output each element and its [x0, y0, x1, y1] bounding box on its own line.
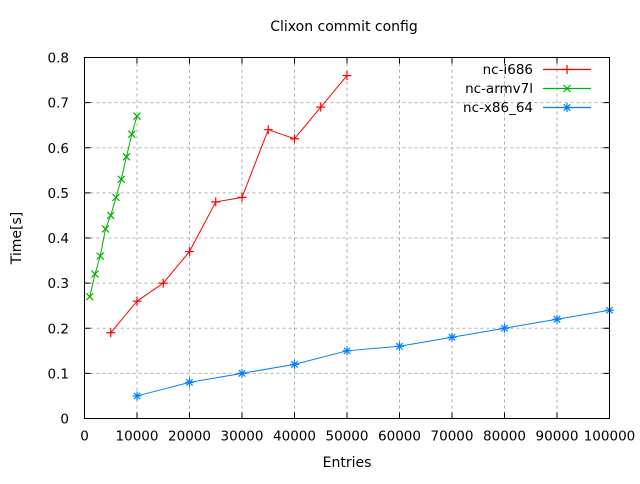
data-point-nc-x86_64-7 — [500, 323, 509, 333]
y-tick-label-0.6: 0.6 — [48, 141, 69, 157]
data-point-nc-x86_64-4 — [342, 346, 352, 356]
series-line-nc-armv7l — [89, 116, 138, 297]
data-point-nc-i686-3 — [185, 247, 194, 257]
x-axis-label: Entries — [323, 455, 372, 471]
x-tick-label-30000: 30000 — [221, 429, 264, 445]
data-point-nc-x86_64-0 — [132, 391, 142, 401]
data-point-nc-armv7l-0 — [85, 292, 94, 301]
legend-markers — [562, 65, 572, 112]
x-tick-label-100000: 100000 — [584, 429, 636, 445]
data-point-nc-i686-7 — [290, 134, 299, 144]
data-point-nc-armv7l-6 — [117, 175, 126, 184]
data-point-nc-i686-6 — [263, 125, 273, 135]
x-tick-label-0: 0 — [80, 429, 89, 445]
data-point-nc-x86_64-1 — [185, 377, 194, 387]
legend-label-nc-x86_64: nc-x86_64 — [463, 100, 533, 116]
legend-marker-nc-i686 — [562, 65, 572, 74]
data-point-nc-armv7l-5 — [112, 193, 120, 202]
axis-ticks — [84, 57, 610, 419]
y-tick-label-0.3: 0.3 — [48, 276, 69, 292]
y-tick-label-0.2: 0.2 — [48, 321, 69, 337]
data-point-nc-x86_64-3 — [290, 359, 299, 369]
y-tick-label-0.1: 0.1 — [48, 366, 69, 382]
series-line-nc-x86_64 — [136, 309, 610, 397]
legend-marker-nc-armv7l — [563, 84, 571, 93]
tick-labels: 0 10000 20000 30000 40000 50000 60000 70000 8000… — [48, 51, 636, 445]
y-tick-label-0.4: 0.4 — [48, 231, 69, 247]
data-point-nc-armv7l-3 — [101, 225, 110, 233]
legend-marker-nc-x86_64 — [562, 103, 572, 112]
data-point-nc-i686-5 — [237, 192, 247, 202]
data-point-nc-x86_64-8 — [552, 314, 562, 324]
y-tick-label-0.7: 0.7 — [48, 96, 69, 112]
data-point-nc-x86_64-5 — [395, 341, 404, 351]
series-plots — [85, 71, 614, 401]
x-tick-label-90000: 90000 — [536, 429, 579, 445]
x-tick-label-20000: 20000 — [168, 429, 211, 445]
data-point-nc-armv7l-1 — [91, 270, 99, 279]
data-point-nc-armv7l-9 — [133, 112, 141, 121]
x-tick-label-50000: 50000 — [326, 429, 369, 445]
data-point-nc-armv7l-7 — [122, 152, 131, 161]
x-tick-label-60000: 60000 — [378, 429, 421, 445]
data-point-nc-i686-2 — [158, 278, 168, 288]
x-tick-label-80000: 80000 — [483, 429, 526, 445]
data-point-nc-i686-8 — [316, 102, 326, 112]
legend: nc-i686 nc-armv7l nc-x86_64 — [463, 62, 591, 116]
y-tick-label-0.8: 0.8 — [48, 51, 69, 67]
x-tick-label-40000: 40000 — [273, 429, 316, 445]
y-tick-label-0.5: 0.5 — [48, 186, 69, 202]
data-point-nc-i686-1 — [132, 296, 142, 306]
data-point-nc-armv7l-2 — [96, 252, 105, 260]
data-point-nc-i686-0 — [106, 328, 116, 338]
chart-title: Clixon commit config — [270, 19, 418, 35]
legend-label-nc-armv7l: nc-armv7l — [465, 81, 533, 97]
data-point-nc-x86_64-6 — [447, 332, 457, 342]
data-point-nc-armv7l-4 — [106, 211, 115, 220]
data-point-nc-i686-9 — [342, 71, 352, 81]
x-tick-label-10000: 10000 — [116, 429, 159, 445]
data-point-nc-armv7l-8 — [127, 130, 136, 139]
y-axis-label: Time[s] — [9, 212, 25, 265]
data-point-nc-i686-4 — [211, 197, 221, 207]
series-line-nc-i686 — [110, 75, 348, 334]
legend-label-nc-i686: nc-i686 — [483, 62, 533, 78]
x-tick-label-70000: 70000 — [431, 429, 474, 445]
grid-lines — [84, 57, 610, 419]
y-tick-label-0: 0 — [60, 412, 69, 428]
data-point-nc-x86_64-2 — [237, 368, 247, 378]
